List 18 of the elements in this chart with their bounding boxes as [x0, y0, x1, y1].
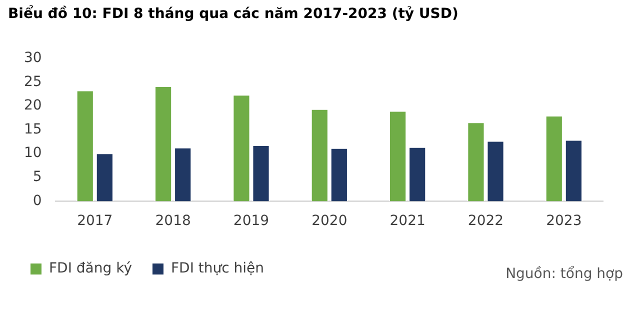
y-tick-label: 25 [24, 74, 42, 90]
y-tick-label: 10 [24, 145, 42, 162]
y-tick-label: 5 [32, 169, 42, 186]
y-tick-label: 0 [32, 192, 42, 209]
y-tick-label: 30 [24, 50, 42, 66]
x-tick-label: 2020 [312, 213, 348, 230]
text: Nguồn: tổng hợp [506, 266, 623, 282]
x-tick-label: 2021 [390, 213, 426, 230]
legend-label: FDI thực hiện [170, 260, 264, 277]
chart-title: Biểu đồ 10: FDI 8 tháng qua các năm 2017-2023 (tỷ USD) [8, 6, 458, 22]
y-tick-label: 20 [24, 98, 42, 114]
x-tick-label: 2018 [155, 213, 191, 230]
x-tick-label: 2019 [233, 213, 270, 230]
x-tick-label: 2017 [77, 213, 113, 230]
x-tick-label: 2023 [546, 213, 582, 230]
legend-label: FDI đăng ký [49, 260, 132, 277]
y-tick-label: 15 [24, 121, 42, 138]
x-tick-label: 2022 [468, 213, 504, 230]
